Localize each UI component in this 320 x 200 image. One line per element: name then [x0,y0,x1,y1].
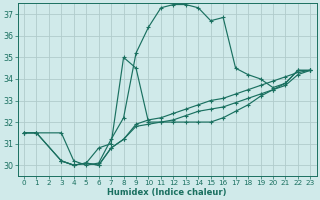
X-axis label: Humidex (Indice chaleur): Humidex (Indice chaleur) [108,188,227,197]
